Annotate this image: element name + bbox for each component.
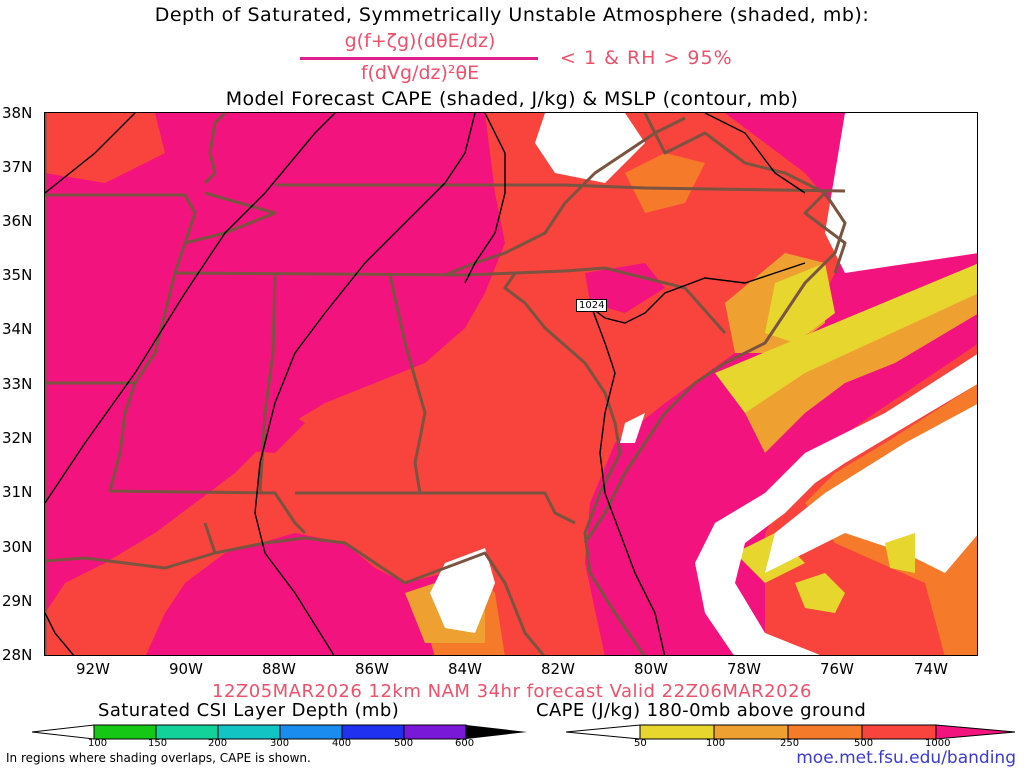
csi-tick: 400 <box>332 738 352 749</box>
csi-tick: 300 <box>270 738 290 749</box>
formula-denominator: f(dVg/dz)²θE <box>360 62 480 84</box>
cape-colorbar-title: CAPE (J/kg) 180-0mb above ground <box>536 700 867 721</box>
csi-tick: 150 <box>148 738 168 749</box>
source-url[interactable]: moe.met.fsu.edu/banding <box>796 748 1016 768</box>
lat-label: 30N <box>2 538 33 556</box>
map-canvas <box>45 113 977 655</box>
lon-label: 82W <box>541 660 575 678</box>
lon-label: 88W <box>262 660 296 678</box>
lon-label: 86W <box>355 660 389 678</box>
forecast-valid-line: 12Z05MAR2026 12km NAM 34hr forecast Vali… <box>212 681 812 702</box>
lat-label: 35N <box>2 266 33 284</box>
lon-label: 78W <box>727 660 761 678</box>
no-cape-region <box>535 113 645 183</box>
csi-tick: 500 <box>394 738 414 749</box>
title-line-3: Model Forecast CAPE (shaded, J/kg) & MSL… <box>225 88 799 110</box>
cape-250-region <box>625 153 705 213</box>
lat-label: 37N <box>2 158 33 176</box>
forecast-map: 1024 <box>44 112 978 656</box>
overlap-note: In regions where shading overlaps, CAPE … <box>6 751 311 765</box>
cape-50-region <box>795 573 845 613</box>
cape-tick: 500 <box>854 738 874 749</box>
lat-label: 29N <box>2 592 33 610</box>
formula-numerator: g(f+ζg)(dθE/dz) <box>344 30 496 52</box>
cape-50-region <box>885 533 915 573</box>
lon-label: 90W <box>169 660 203 678</box>
fraction-bar <box>300 57 538 60</box>
csi-colorbar <box>32 724 527 740</box>
no-cape-region <box>430 548 495 633</box>
cape-500-region <box>45 113 165 183</box>
csi-tick: 200 <box>208 738 228 749</box>
no-cape-region <box>620 413 645 443</box>
csi-tick: 100 <box>88 738 108 749</box>
lat-label: 28N <box>2 646 33 664</box>
formula-condition: < 1 & RH > 95% <box>560 47 733 69</box>
state-borders <box>45 113 847 655</box>
cape-50-region <box>765 263 835 343</box>
lon-label: 92W <box>76 660 110 678</box>
csi-colorbar-title: Saturated CSI Layer Depth (mb) <box>98 700 400 721</box>
lon-label: 80W <box>634 660 668 678</box>
csi-tick: 600 <box>455 738 475 749</box>
title-line-1: Depth of Saturated, Symmetrically Unstab… <box>154 4 870 26</box>
lat-label: 33N <box>2 375 33 393</box>
lat-label: 32N <box>2 429 33 447</box>
cape-tick: 100 <box>706 738 726 749</box>
lon-label: 74W <box>914 660 948 678</box>
lon-label: 84W <box>448 660 482 678</box>
no-cape-region <box>825 113 977 273</box>
cape-tick: 1000 <box>925 738 951 749</box>
no-cape-region <box>695 354 977 655</box>
lat-label: 31N <box>2 483 33 501</box>
lat-label: 34N <box>2 320 33 338</box>
cape-colorbar <box>566 724 1016 740</box>
lat-label: 36N <box>2 212 33 230</box>
cape-tick: 250 <box>780 738 800 749</box>
cape-50-region <box>715 263 977 413</box>
cape-tick: 50 <box>634 738 647 749</box>
lat-label: 38N <box>2 104 33 122</box>
no-cape-region <box>765 404 977 573</box>
lon-label: 76W <box>820 660 854 678</box>
mslp-isobars <box>45 113 806 655</box>
cape-500-region <box>45 113 855 655</box>
cape-1000-patch <box>195 403 305 453</box>
isobar-label: 1024 <box>576 299 608 312</box>
